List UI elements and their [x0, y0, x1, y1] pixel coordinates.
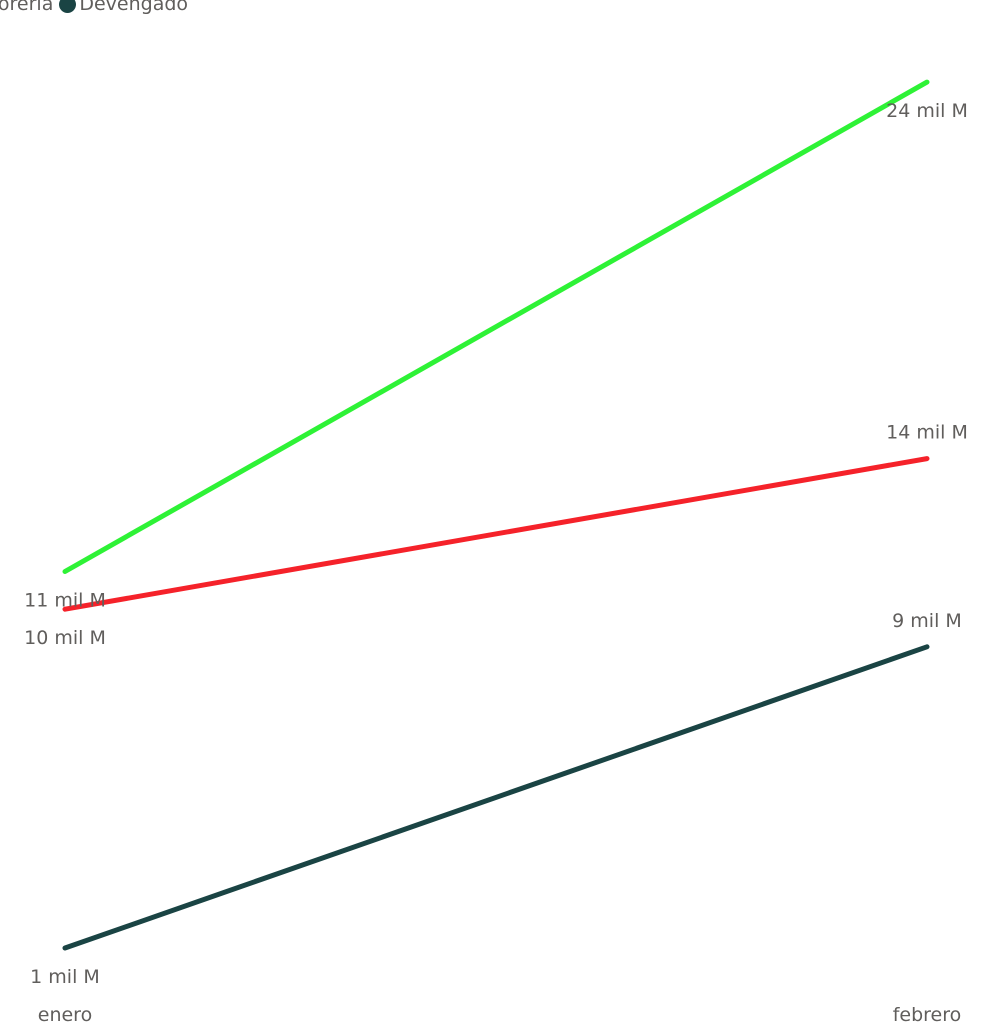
legend-item-devengado[interactable]: Devengado [59, 0, 188, 15]
x-tick-label-enero: enero [38, 1004, 92, 1026]
data-label-series-2-enero: 10 mil M [24, 627, 106, 649]
data-label-devengado-enero: 1 mil M [30, 966, 100, 988]
x-tick-label-febrero: febrero [893, 1004, 962, 1026]
legend-dot-devengado [59, 0, 77, 13]
legend-label-tesoreria: soreria [0, 0, 54, 15]
x-axis: enero febrero [38, 1004, 962, 1026]
series-lines [62, 79, 930, 951]
series-line-tesoreria[interactable] [62, 79, 930, 574]
data-labels: 11 mil M 24 mil M 10 mil M 14 mil M 1 mil M 9… [24, 100, 968, 988]
data-label-devengado-febrero: 9 mil M [892, 610, 962, 632]
series-line-devengado[interactable] [62, 644, 930, 951]
legend-label-devengado: Devengado [79, 0, 189, 15]
data-label-tesoreria-febrero: 24 mil M [886, 100, 968, 122]
data-label-series-2-febrero: 14 mil M [886, 422, 968, 444]
data-label-tesoreria-enero: 11 mil M [24, 590, 106, 612]
legend-item-tesoreria[interactable]: soreria [0, 0, 53, 15]
legend: soreria Devengado [0, 0, 194, 17]
series-line-series-2[interactable] [62, 456, 930, 612]
